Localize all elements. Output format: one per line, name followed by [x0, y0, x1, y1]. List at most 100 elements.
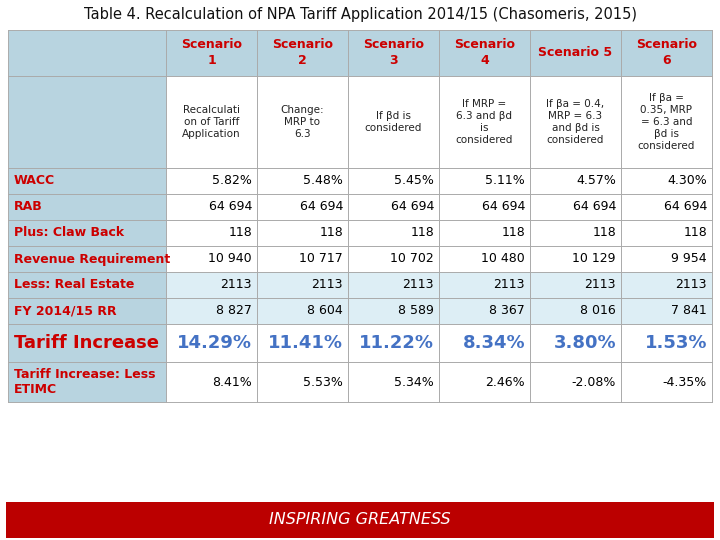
Bar: [348, 168, 439, 194]
Bar: [257, 168, 348, 194]
Bar: [8, 30, 166, 76]
Bar: [257, 298, 348, 324]
Text: If MRP =
6.3 and βd
is
considered: If MRP = 6.3 and βd is considered: [456, 99, 513, 145]
Bar: [6, 502, 714, 538]
Bar: [439, 30, 530, 76]
Bar: [8, 76, 166, 168]
Text: INSPIRING GREATNESS: INSPIRING GREATNESS: [269, 512, 451, 528]
Bar: [8, 220, 166, 246]
Bar: [348, 362, 439, 402]
Text: 118: 118: [501, 226, 525, 240]
Text: 4.57%: 4.57%: [576, 174, 616, 187]
Text: 5.34%: 5.34%: [395, 375, 434, 388]
Bar: [621, 168, 712, 194]
Bar: [166, 246, 257, 272]
Text: 11.22%: 11.22%: [359, 334, 434, 352]
Text: 118: 118: [228, 226, 252, 240]
Bar: [621, 220, 712, 246]
Bar: [621, 298, 712, 324]
Text: 8.41%: 8.41%: [212, 375, 252, 388]
Bar: [257, 324, 348, 362]
Text: 7 841: 7 841: [671, 305, 707, 318]
Text: 11.41%: 11.41%: [268, 334, 343, 352]
Bar: [166, 298, 257, 324]
Bar: [439, 76, 530, 168]
Bar: [8, 194, 166, 220]
Bar: [257, 76, 348, 168]
Text: 64 694: 64 694: [482, 200, 525, 213]
Text: 64 694: 64 694: [572, 200, 616, 213]
Text: 5.45%: 5.45%: [394, 174, 434, 187]
Bar: [8, 298, 166, 324]
Text: Revenue Requirement: Revenue Requirement: [14, 253, 170, 266]
Text: 2113: 2113: [220, 279, 252, 292]
Text: Scenario
2: Scenario 2: [272, 38, 333, 68]
Text: If βa =
0.35, MRP
= 6.3 and
βd is
considered: If βa = 0.35, MRP = 6.3 and βd is consid…: [638, 93, 696, 151]
Text: 8 367: 8 367: [490, 305, 525, 318]
Bar: [621, 362, 712, 402]
Text: 64 694: 64 694: [300, 200, 343, 213]
Text: -4.35%: -4.35%: [662, 375, 707, 388]
Bar: [8, 272, 166, 298]
Text: 2113: 2113: [493, 279, 525, 292]
Text: 64 694: 64 694: [664, 200, 707, 213]
Bar: [530, 272, 621, 298]
Bar: [257, 194, 348, 220]
Bar: [439, 298, 530, 324]
Text: Plus: Claw Back: Plus: Claw Back: [14, 226, 124, 240]
Text: -2.08%: -2.08%: [572, 375, 616, 388]
Bar: [439, 362, 530, 402]
Bar: [439, 246, 530, 272]
Bar: [439, 220, 530, 246]
Text: 118: 118: [410, 226, 434, 240]
Bar: [439, 324, 530, 362]
Text: Recalculati
on of Tariff
Application: Recalculati on of Tariff Application: [182, 105, 240, 139]
Text: 1.53%: 1.53%: [644, 334, 707, 352]
Text: Scenario
3: Scenario 3: [363, 38, 424, 68]
Bar: [439, 168, 530, 194]
Bar: [348, 272, 439, 298]
Bar: [530, 194, 621, 220]
Bar: [530, 298, 621, 324]
Text: 9 954: 9 954: [671, 253, 707, 266]
Bar: [621, 246, 712, 272]
Bar: [257, 362, 348, 402]
Text: Change:
MRP to
6.3: Change: MRP to 6.3: [281, 105, 324, 139]
Bar: [439, 194, 530, 220]
Bar: [621, 76, 712, 168]
Bar: [166, 272, 257, 298]
Text: 10 480: 10 480: [481, 253, 525, 266]
Text: 5.11%: 5.11%: [485, 174, 525, 187]
Bar: [8, 168, 166, 194]
Text: 8.34%: 8.34%: [462, 334, 525, 352]
Text: 10 940: 10 940: [208, 253, 252, 266]
Text: 8 604: 8 604: [307, 305, 343, 318]
Bar: [621, 272, 712, 298]
Text: RAB: RAB: [14, 200, 42, 213]
Bar: [530, 246, 621, 272]
Bar: [166, 194, 257, 220]
Text: Scenario
6: Scenario 6: [636, 38, 697, 68]
Bar: [166, 220, 257, 246]
Text: 4.30%: 4.30%: [667, 174, 707, 187]
Text: Scenario 5: Scenario 5: [539, 46, 613, 59]
Bar: [257, 272, 348, 298]
Text: 5.82%: 5.82%: [212, 174, 252, 187]
Bar: [621, 30, 712, 76]
Text: 2113: 2113: [402, 279, 434, 292]
Text: 64 694: 64 694: [209, 200, 252, 213]
Text: 10 702: 10 702: [390, 253, 434, 266]
Bar: [8, 362, 166, 402]
Bar: [348, 220, 439, 246]
Text: 118: 118: [593, 226, 616, 240]
Bar: [621, 324, 712, 362]
Bar: [166, 76, 257, 168]
Text: 2113: 2113: [585, 279, 616, 292]
Bar: [348, 246, 439, 272]
Text: If βd is
considered: If βd is considered: [365, 111, 422, 133]
Bar: [439, 272, 530, 298]
Text: 2113: 2113: [312, 279, 343, 292]
Bar: [8, 246, 166, 272]
Bar: [530, 220, 621, 246]
Text: If βa = 0.4,
MRP = 6.3
and βd is
considered: If βa = 0.4, MRP = 6.3 and βd is conside…: [546, 99, 605, 145]
